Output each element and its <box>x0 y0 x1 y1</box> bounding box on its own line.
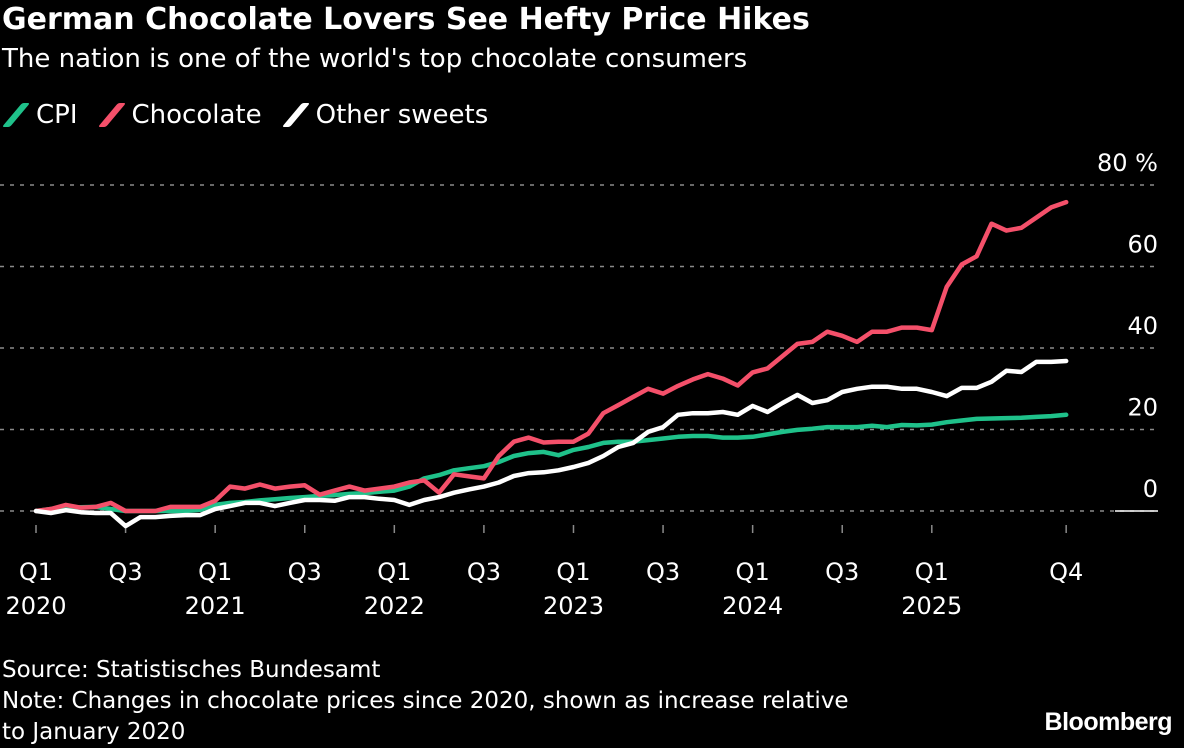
x-tick-label-quarter: Q1 <box>736 558 770 586</box>
note-line-1: Note: Changes in chocolate prices since … <box>2 688 849 714</box>
series-line-other-sweets <box>33 358 1069 529</box>
x-tick-label-quarter: Q1 <box>556 558 590 586</box>
series-line-chocolate <box>33 199 1069 514</box>
bloomberg-logo: Bloomberg <box>1044 708 1173 736</box>
x-tick-label-quarter: Q3 <box>467 558 501 586</box>
series-line-cpi <box>33 412 1069 514</box>
x-tick-label-quarter: Q3 <box>646 558 680 586</box>
x-tick-label-quarter: Q1 <box>915 558 949 586</box>
x-tick-label-year: 2022 <box>364 592 425 620</box>
note-line-2: to January 2020 <box>2 719 186 745</box>
legend-label-other-sweets: Other sweets <box>315 100 489 130</box>
footer: Source: Statistisches Bundesamt Note: Ch… <box>2 655 849 748</box>
y-tick-label: 40 <box>1127 312 1158 340</box>
chart-title: German Chocolate Lovers See Hefty Price … <box>2 2 810 37</box>
y-tick-label: 0 <box>1143 475 1158 503</box>
x-tick-label-quarter: Q3 <box>288 558 322 586</box>
x-tick-label-year: 2020 <box>5 592 66 620</box>
x-tick-label-year: 2021 <box>185 592 246 620</box>
legend-item-chocolate: Chocolate <box>97 100 262 130</box>
legend-item-cpi: CPI <box>1 100 78 130</box>
source-note: Source: Statistisches Bundesamt <box>2 657 381 683</box>
x-tick-label-quarter: Q3 <box>108 558 142 586</box>
legend: CPI Chocolate Other sweets <box>1 100 489 130</box>
y-tick-label: 80 % <box>1097 149 1158 177</box>
y-tick-label: 60 <box>1127 231 1158 259</box>
x-tick-label-year: 2023 <box>543 592 604 620</box>
x-tick-label-year: 2025 <box>901 592 962 620</box>
x-tick-label-quarter: Q1 <box>19 558 53 586</box>
legend-item-other-sweets: Other sweets <box>281 100 489 130</box>
legend-label-chocolate: Chocolate <box>131 100 262 130</box>
legend-label-cpi: CPI <box>36 100 78 130</box>
x-tick-label-quarter: Q1 <box>198 558 232 586</box>
y-tick-label: 20 <box>1127 394 1158 422</box>
x-tick-label-quarter: Q1 <box>377 558 411 586</box>
x-tick-label-quarter: Q3 <box>825 558 859 586</box>
chart-subtitle: The nation is one of the world's top cho… <box>2 44 748 74</box>
x-tick-label-year: 2024 <box>722 592 783 620</box>
x-tick-label-quarter: Q4 <box>1049 558 1083 586</box>
